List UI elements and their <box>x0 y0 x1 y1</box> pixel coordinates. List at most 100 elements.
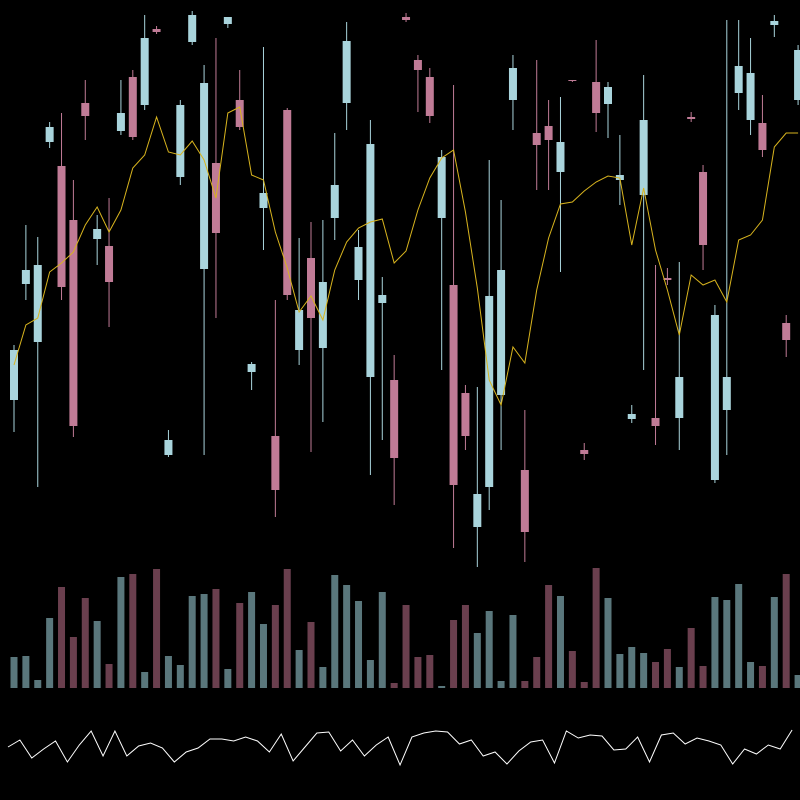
candle-body <box>366 144 375 377</box>
volume-bar <box>485 611 493 688</box>
candle-body <box>330 185 339 218</box>
candle-body <box>235 100 244 127</box>
volume-bar <box>271 605 279 688</box>
volume-bar <box>390 683 398 688</box>
volume-bar <box>129 574 137 688</box>
candle-body <box>223 17 232 24</box>
volume-bar <box>723 600 731 688</box>
candle-body <box>497 270 506 395</box>
volume-bar <box>402 605 410 688</box>
volume-bar <box>58 587 66 688</box>
volume-bar <box>259 624 267 688</box>
volume-bar <box>556 596 564 688</box>
candle-body <box>461 393 470 436</box>
candle-body <box>176 105 185 177</box>
candle-body <box>627 414 636 419</box>
candle-body <box>437 157 446 218</box>
candle-body <box>402 17 411 20</box>
volume-bar <box>580 682 588 688</box>
candle-body <box>283 110 292 295</box>
candle-body <box>247 364 256 372</box>
candle-body <box>520 470 529 532</box>
candle-body <box>81 103 90 116</box>
volume-bar <box>153 569 161 688</box>
volume-bar <box>212 589 220 688</box>
volume-bar <box>378 592 386 688</box>
volume-bar <box>616 654 624 688</box>
candle-body <box>782 323 791 340</box>
candle-body <box>69 220 78 426</box>
volume-bar <box>200 594 208 688</box>
volume-bar <box>509 615 517 688</box>
volume-bar <box>34 680 42 688</box>
moving-average-line <box>13 106 799 407</box>
candle-body <box>390 380 399 458</box>
candle-body <box>770 21 779 25</box>
volume-bar <box>117 577 125 688</box>
volume-bar <box>188 596 196 688</box>
volume-bar <box>105 664 113 688</box>
candle-body <box>188 15 197 42</box>
candle-body <box>556 142 565 172</box>
volume-bar <box>69 637 77 688</box>
volume-bar <box>307 622 315 688</box>
candle-body <box>508 68 517 100</box>
candle-body <box>378 295 387 303</box>
volume-bar <box>699 666 707 688</box>
candle-body <box>295 310 304 350</box>
volume-bar <box>663 649 671 688</box>
volume-bar <box>164 656 172 688</box>
candle-body <box>604 87 612 104</box>
candle-body <box>710 315 719 480</box>
candle-body <box>532 133 541 145</box>
volume-bar <box>283 569 291 688</box>
candle-body <box>45 127 54 142</box>
candle-body <box>592 82 601 113</box>
candle-body <box>57 166 66 287</box>
volume-bar <box>295 650 303 688</box>
volume-bar <box>414 657 422 688</box>
volume-bar <box>735 584 743 688</box>
volume-bar <box>533 657 541 688</box>
candle-body <box>449 285 458 485</box>
volume-bar <box>343 585 351 688</box>
candle-body <box>568 80 577 81</box>
candle-body <box>354 247 363 280</box>
volume-bar <box>652 662 660 688</box>
candle-body <box>734 66 743 93</box>
volume-bar <box>319 667 327 688</box>
volume-bar <box>176 665 184 688</box>
candle-body <box>271 436 280 490</box>
volume-bar <box>331 575 339 688</box>
volume-bar <box>473 633 481 688</box>
volume-bar <box>545 585 553 688</box>
volume-bar <box>770 597 778 688</box>
volume-bar <box>521 681 529 688</box>
candle-body <box>164 440 173 455</box>
volume-bar <box>497 681 505 688</box>
candle-body <box>544 126 553 140</box>
candle-body <box>699 172 708 245</box>
candle-body <box>794 50 800 100</box>
volume-bar <box>628 647 636 688</box>
candle-body <box>413 60 422 70</box>
candle-body <box>663 278 672 280</box>
volume-bar <box>236 603 244 688</box>
volume-bar <box>438 686 446 688</box>
volume-bar <box>604 598 612 688</box>
volume-bar <box>794 675 800 688</box>
volume-bar <box>248 592 256 688</box>
volume-bar <box>10 657 18 688</box>
volume-bar <box>592 568 600 688</box>
volume-bar <box>81 598 89 688</box>
candle-body <box>200 83 209 269</box>
oscillator-line <box>7 729 793 767</box>
volume-bar <box>22 656 30 688</box>
volume-bar <box>758 666 766 688</box>
candle-body <box>307 258 315 318</box>
volume-bar <box>640 653 648 688</box>
volume-bar <box>461 605 469 688</box>
candle-body <box>140 38 149 105</box>
